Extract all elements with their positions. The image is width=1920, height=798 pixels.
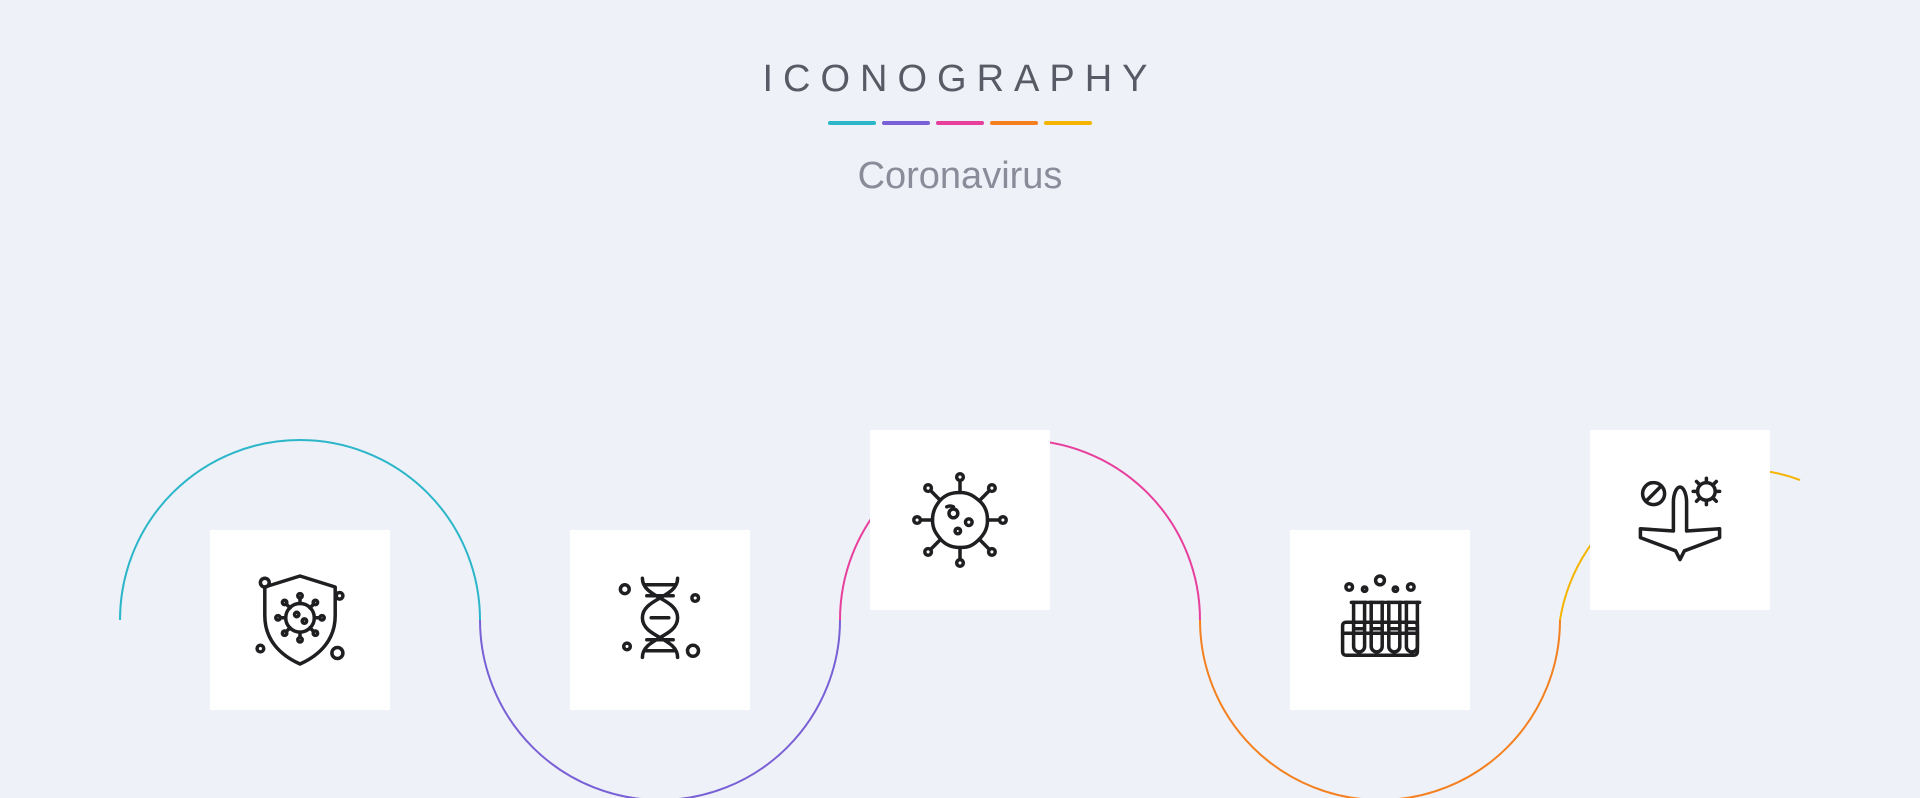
wave-segment — [1560, 469, 1800, 620]
icon-tile — [1290, 530, 1470, 710]
accent-segment — [828, 121, 876, 125]
icon-tile — [570, 530, 750, 710]
page-title: ICONOGRAPHY — [0, 58, 1920, 101]
accent-rule — [0, 121, 1920, 125]
test-tubes-icon — [1325, 565, 1435, 675]
icon-tile — [870, 430, 1050, 610]
wave-segment — [1200, 620, 1560, 798]
wave-segment — [120, 440, 480, 620]
page-subtitle: Coronavirus — [0, 155, 1920, 198]
header: ICONOGRAPHY Coronavirus — [0, 0, 1920, 198]
virus-icon — [905, 465, 1015, 575]
icon-tile — [1590, 430, 1770, 610]
shield-virus-icon — [245, 565, 355, 675]
accent-segment — [1044, 121, 1092, 125]
wave-segment — [840, 440, 1200, 620]
icon-tile — [210, 530, 390, 710]
accent-segment — [882, 121, 930, 125]
no-flight-icon — [1625, 465, 1735, 575]
dna-icon — [605, 565, 715, 675]
wave-segment — [480, 620, 840, 798]
accent-segment — [990, 121, 1038, 125]
accent-segment — [936, 121, 984, 125]
